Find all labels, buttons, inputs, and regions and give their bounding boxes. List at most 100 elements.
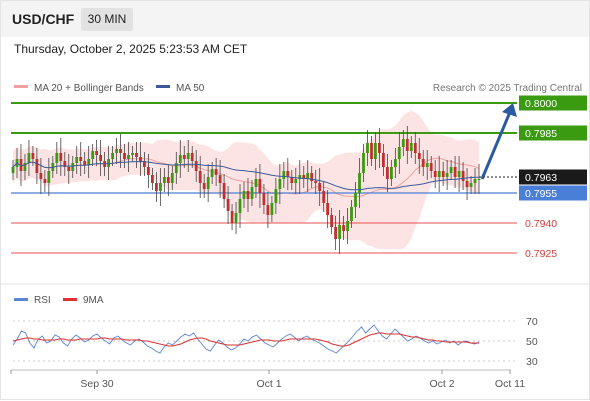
candle-body [469, 183, 473, 187]
candle-body [186, 153, 190, 159]
ma50-path [12, 160, 479, 191]
candle-body [278, 179, 282, 189]
candle-body [314, 181, 318, 183]
level-label-bg [519, 185, 587, 201]
candle-body [107, 159, 110, 167]
rsi-tick-30: 30 [526, 356, 538, 368]
candle-body [79, 157, 83, 161]
candle-body [234, 213, 238, 223]
candle-body [91, 151, 95, 159]
candle-body [226, 199, 230, 211]
candle-body [358, 173, 361, 193]
candle-body [43, 179, 47, 183]
x-tick-label: Oct 11 [495, 378, 525, 390]
candle-body [302, 175, 306, 179]
ma50-legend-label: MA 50 [176, 83, 205, 94]
candle-body [27, 153, 31, 163]
candle-body [246, 191, 250, 199]
candle-body [322, 191, 326, 203]
candle-body [465, 181, 469, 187]
candle-body [39, 173, 43, 179]
candle-body [473, 179, 477, 183]
candle-body [254, 179, 258, 187]
candle-body [286, 171, 290, 177]
candle-body [386, 167, 389, 179]
bollinger-band-fill [13, 110, 479, 250]
header-bar: USD/CHF 30 MIN [1, 1, 589, 37]
ma50-legend-swatch [156, 85, 170, 88]
level-label-0.7985: 0.7985 [525, 128, 557, 140]
candle-body [405, 139, 409, 151]
candle-body [397, 147, 401, 159]
time-axis: Sep 30 Oct 1 Oct 2 Oct 11 [10, 370, 525, 390]
candle-body [326, 203, 329, 215]
candle-body [31, 153, 35, 159]
candle-body [457, 171, 461, 177]
candle-body [19, 159, 23, 171]
candle-body [170, 173, 174, 183]
candle-body [123, 153, 126, 159]
candle-body [139, 157, 142, 161]
candle-body [55, 153, 59, 163]
candle-body [394, 159, 397, 167]
symbol-title: USD/CHF [12, 11, 75, 27]
candle-body [155, 183, 158, 191]
level-label-bg [519, 95, 587, 111]
rsi-legend-swatch [14, 298, 28, 301]
bollinger-legend-label: MA 20 + Bollinger Bands [34, 83, 144, 94]
candle-body [214, 169, 218, 175]
candle-body [437, 171, 441, 177]
candle-body [250, 187, 254, 199]
candle-body [262, 193, 266, 205]
ma50-line [12, 160, 479, 191]
candle-body [178, 155, 182, 163]
candle-body [63, 161, 67, 167]
candle-body [342, 225, 345, 231]
rsi-panel: 70 50 30 [12, 316, 538, 368]
level-label-bg [519, 169, 587, 185]
candle-body [421, 159, 425, 167]
candle-body [441, 171, 445, 177]
timeframe-button[interactable]: 30 MIN [81, 8, 133, 31]
candle-body [425, 163, 429, 167]
candle-body [174, 163, 178, 173]
candle-body [166, 177, 170, 183]
candle-body [135, 153, 138, 157]
candle-body [330, 215, 333, 227]
candle-body [119, 149, 122, 153]
candle-body [350, 207, 353, 221]
level-label-0.7925: 0.7925 [525, 248, 557, 260]
candlesticks [11, 126, 481, 254]
candle-body [258, 179, 262, 193]
candle-body [346, 221, 349, 231]
candle-body [111, 153, 114, 159]
candle-body [449, 167, 453, 173]
candle-body [270, 203, 274, 215]
candle-body [198, 171, 202, 183]
candle-body [95, 151, 98, 155]
x-tick-label: Oct 1 [256, 378, 281, 390]
candle-body [23, 163, 27, 171]
level-label-0.7963: 0.7963 [525, 172, 557, 184]
projection-arrow-shaft [480, 111, 512, 180]
candle-body [194, 161, 198, 171]
candle-body [99, 155, 102, 161]
candle-body [338, 225, 341, 239]
level-label-0.8000: 0.8000 [525, 98, 557, 110]
level-label-0.7940: 0.7940 [525, 218, 557, 230]
candle-body [370, 143, 373, 159]
candle-body [143, 161, 146, 167]
candle-body [59, 153, 63, 161]
candle-body [378, 143, 381, 153]
level-label-bg [519, 125, 587, 141]
candle-body [310, 173, 314, 181]
candle-body [35, 159, 39, 173]
bollinger-legend-swatch [14, 85, 28, 88]
candle-body [206, 177, 210, 189]
level-label-0.7955: 0.7955 [525, 188, 557, 200]
candle-body [354, 193, 357, 207]
candle-body [401, 139, 405, 147]
candle-body [477, 179, 481, 180]
ma9-legend-swatch [63, 298, 77, 301]
candle-body [362, 153, 365, 173]
